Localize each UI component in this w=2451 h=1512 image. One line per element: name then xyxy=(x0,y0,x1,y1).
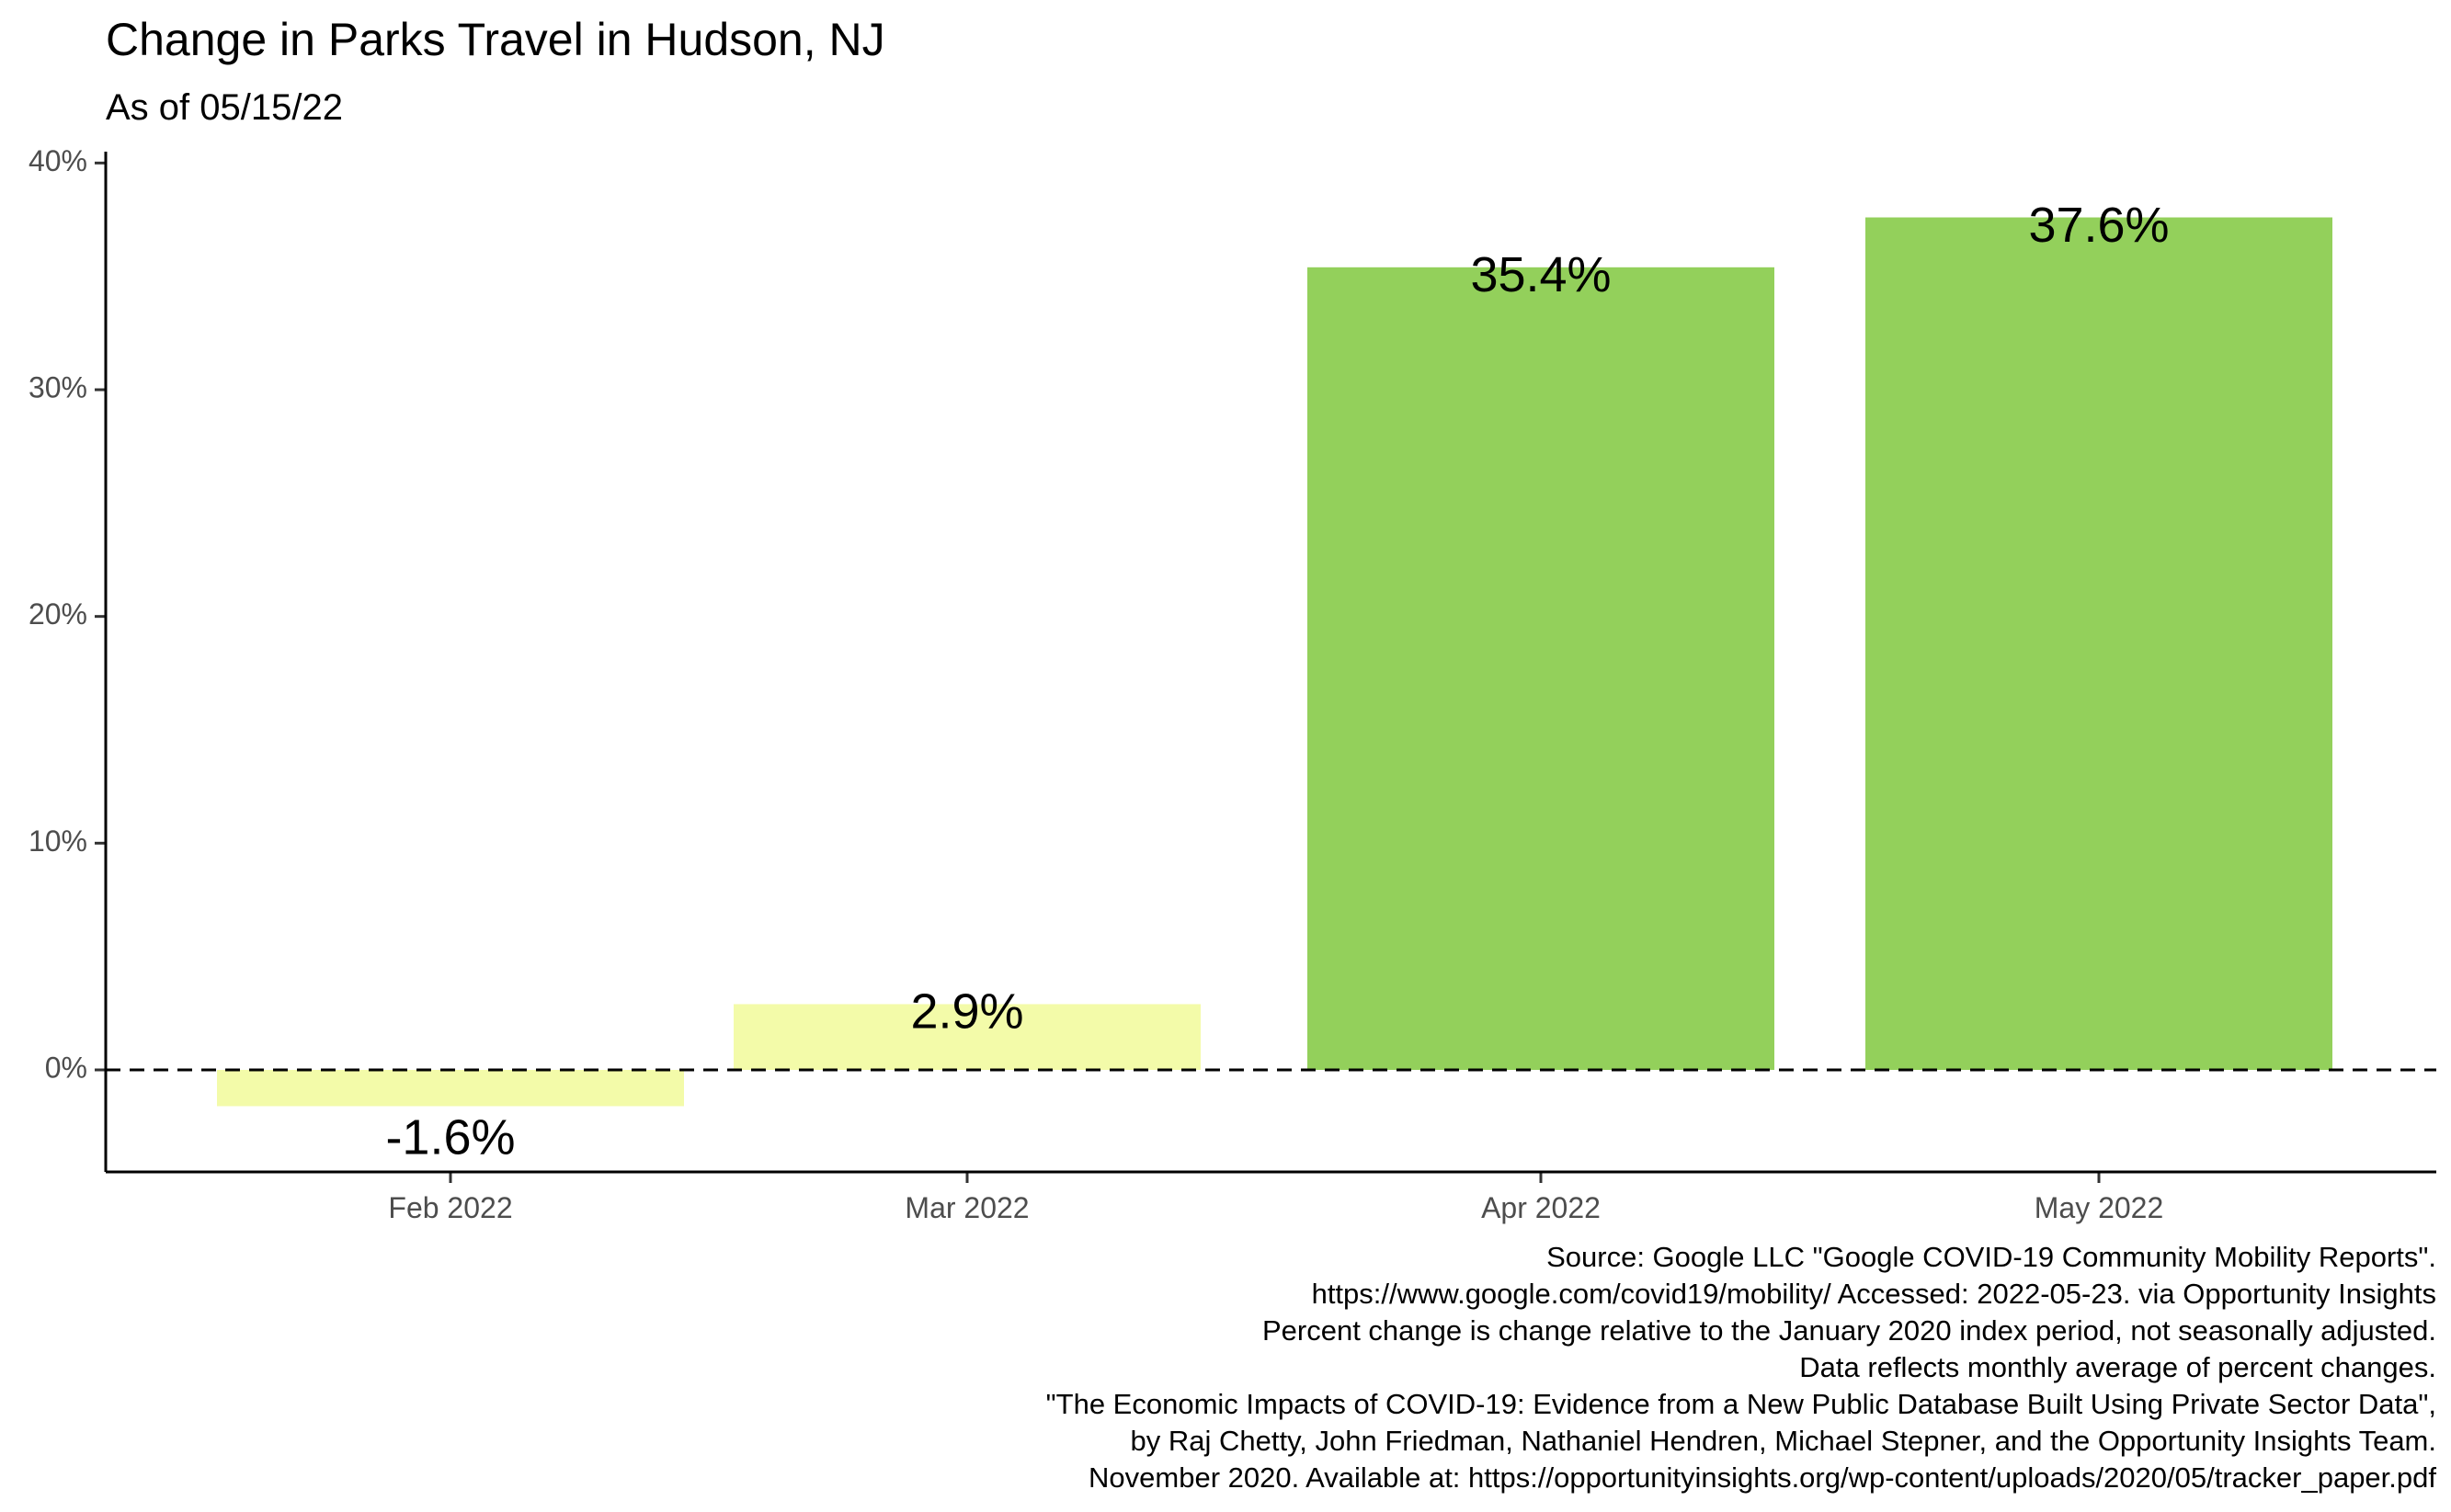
y-tick-label: 0% xyxy=(45,1051,87,1084)
caption-line: November 2020. Available at: https://opp… xyxy=(1089,1461,2436,1494)
data-label: 35.4% xyxy=(1470,247,1611,302)
y-tick-label: 40% xyxy=(28,144,87,177)
data-labels-group: -1.6% 2.9% 35.4% 37.6% xyxy=(385,198,2169,1165)
caption-line: Percent change is change relative to the… xyxy=(1262,1314,2436,1347)
y-tick-label: 20% xyxy=(28,597,87,631)
bar-1 xyxy=(217,1070,684,1107)
bars-group xyxy=(217,217,2332,1107)
caption-line: by Raj Chetty, John Friedman, Nathaniel … xyxy=(1131,1425,2436,1457)
bar-3 xyxy=(1307,267,1774,1070)
caption-line: https://www.google.com/covid19/mobility/… xyxy=(1312,1278,2436,1310)
caption-line: Data reflects monthly average of percent… xyxy=(1799,1351,2436,1383)
y-axis-ticks: 0% 10% 20% 30% 40% xyxy=(28,144,106,1084)
chart-title: Change in Parks Travel in Hudson, NJ xyxy=(106,14,885,65)
caption-line: Source: Google LLC "Google COVID-19 Comm… xyxy=(1546,1241,2436,1273)
caption-line: "The Economic Impacts of COVID-19: Evide… xyxy=(1046,1388,2436,1420)
bar-2 xyxy=(734,1004,1201,1070)
y-tick-label: 10% xyxy=(28,824,87,858)
bar-4 xyxy=(1865,217,2332,1071)
x-tick-label: Feb 2022 xyxy=(388,1191,512,1224)
x-axis-ticks: Feb 2022 Mar 2022 Apr 2022 May 2022 xyxy=(388,1172,2163,1224)
x-tick-label: Apr 2022 xyxy=(1481,1191,1601,1224)
y-tick-label: 30% xyxy=(28,370,87,404)
data-label: 2.9% xyxy=(910,984,1023,1040)
x-tick-label: May 2022 xyxy=(2035,1191,2164,1224)
caption-block: Source: Google LLC "Google COVID-19 Comm… xyxy=(1046,1241,2437,1494)
x-tick-label: Mar 2022 xyxy=(905,1191,1029,1224)
chart-subtitle: As of 05/15/22 xyxy=(106,87,343,128)
data-label: -1.6% xyxy=(385,1110,515,1165)
data-label: 37.6% xyxy=(2028,198,2169,253)
